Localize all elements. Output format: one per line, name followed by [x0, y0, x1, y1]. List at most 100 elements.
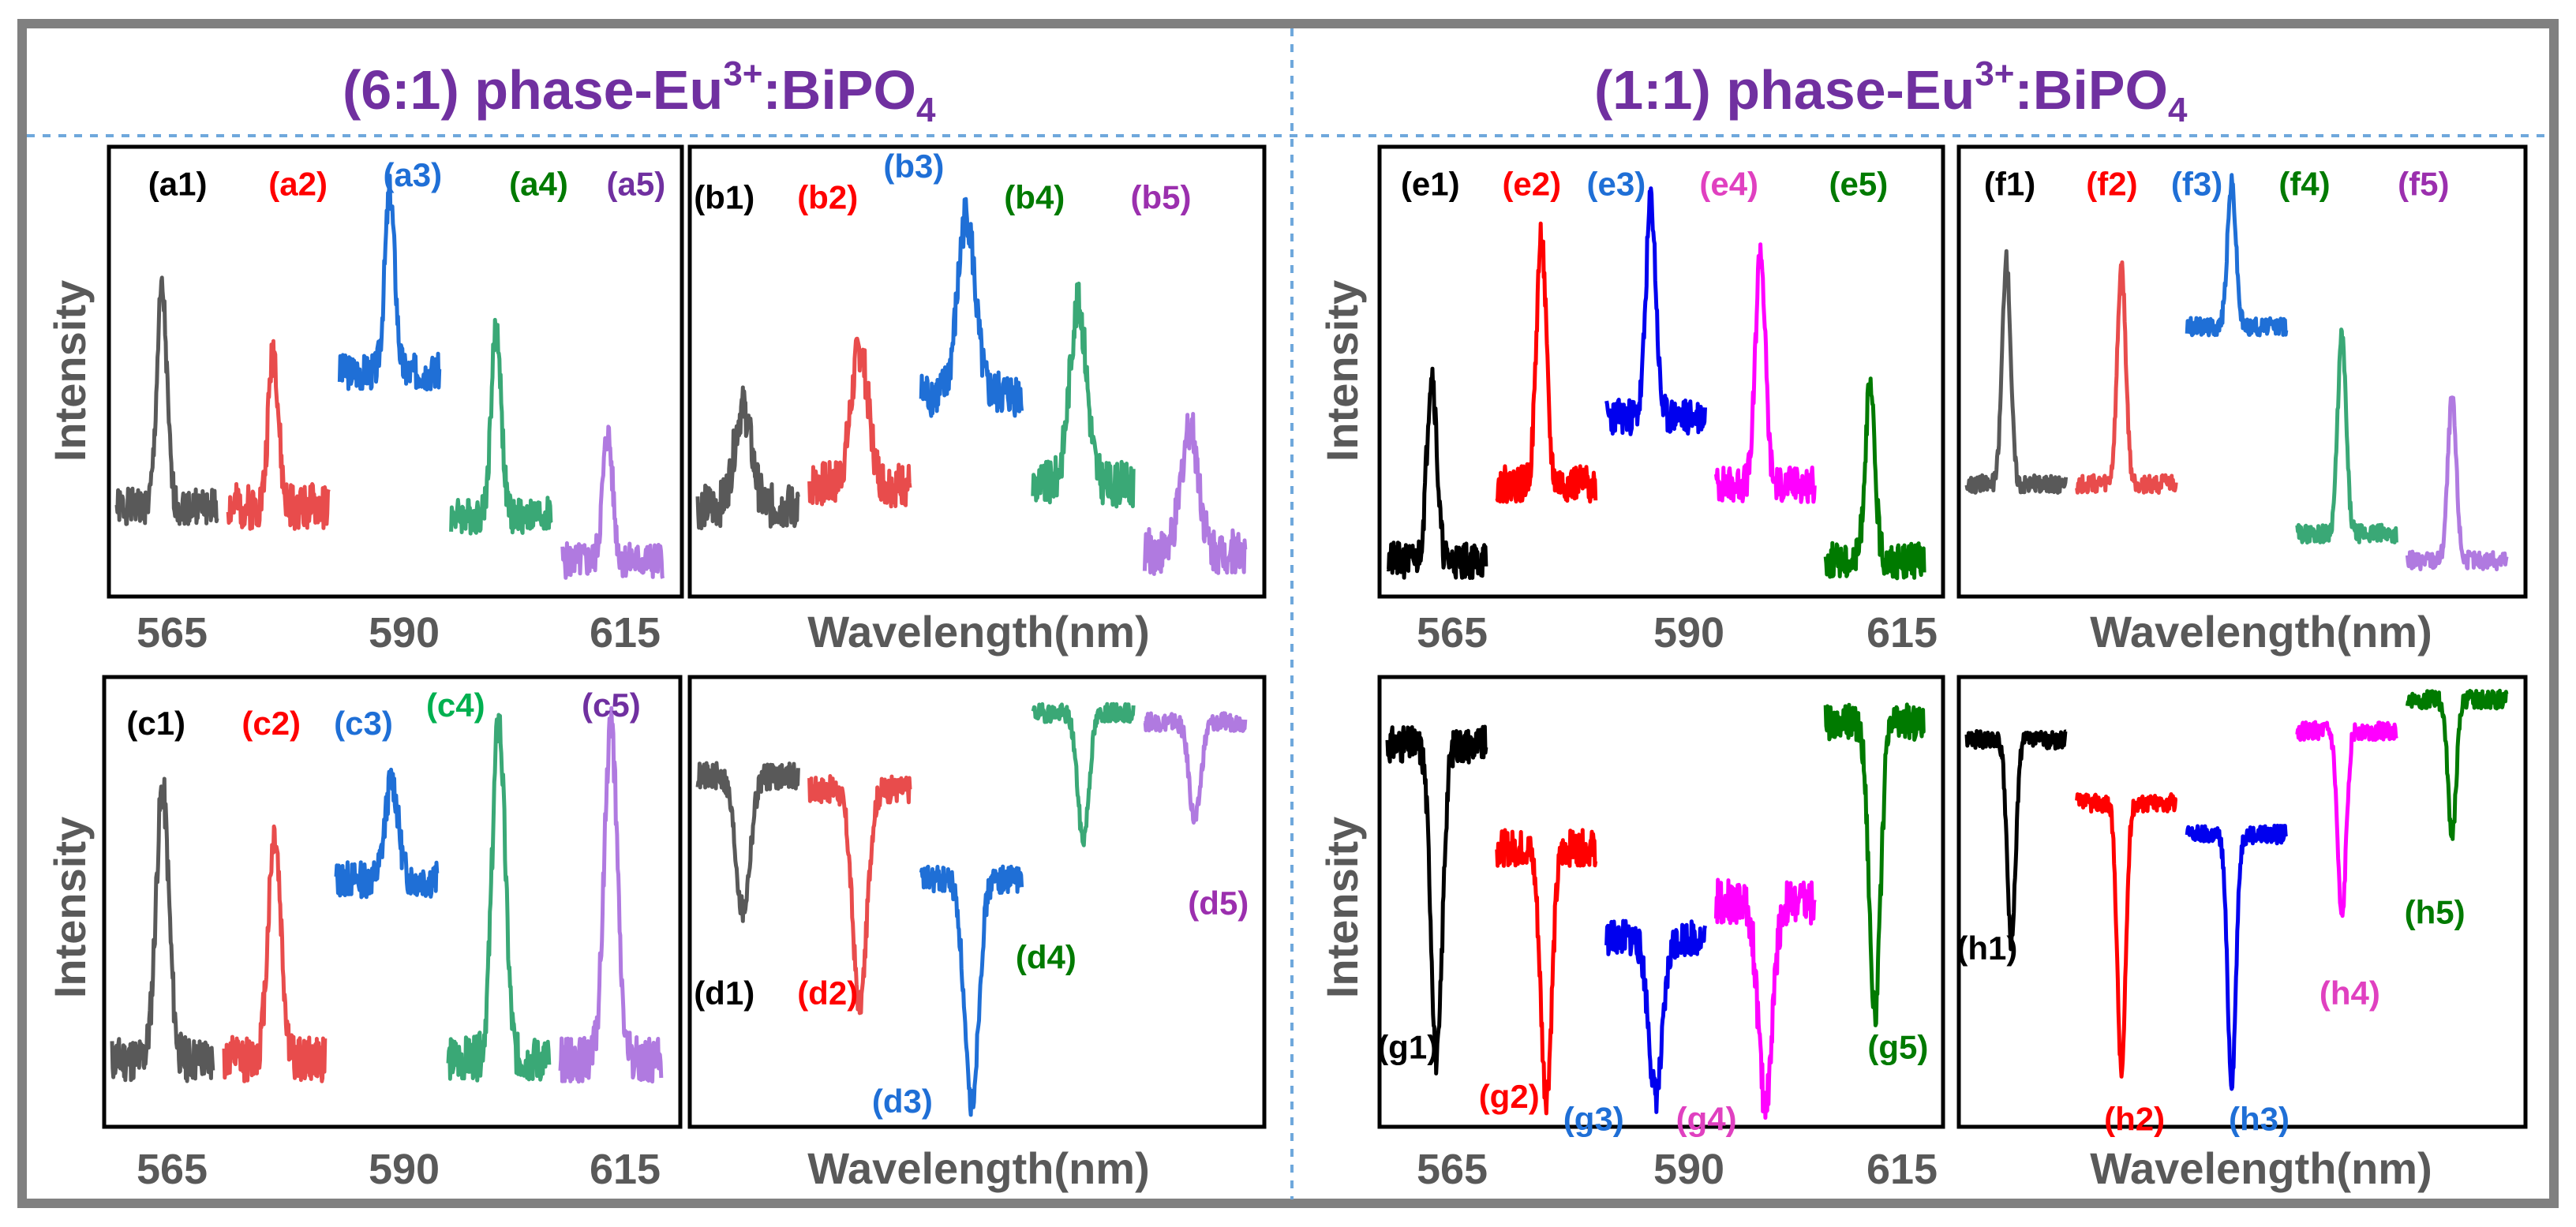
series-line-h4 [2295, 720, 2398, 918]
series-line-e2 [1495, 221, 1598, 504]
series-line-c2 [222, 824, 328, 1083]
series-line-f1 [1964, 249, 2069, 495]
series-line-a5 [560, 425, 665, 580]
series-line-e1 [1386, 366, 1488, 580]
series-line-a2 [226, 339, 331, 531]
series-label-h5: (h5) [2405, 893, 2466, 930]
xtick-a-615: 615 [590, 609, 661, 657]
series-line-a1 [114, 275, 219, 526]
series-label-f3: (f3) [2171, 166, 2222, 203]
series-line-h5 [2405, 688, 2509, 841]
series-label-h2: (h2) [2104, 1101, 2165, 1138]
series-label-c2: (c2) [242, 705, 301, 742]
series-label-g3: (g3) [1563, 1101, 1624, 1138]
series-line-b4 [1031, 281, 1136, 509]
series-label-e4: (e4) [1699, 166, 1758, 203]
series-label-b3: (b3) [883, 148, 944, 185]
series-label-b2: (b2) [797, 179, 858, 216]
panel-h-frame [1956, 675, 2528, 1129]
series-line-g2 [1495, 828, 1598, 1116]
series-line-h1 [1964, 729, 2068, 952]
xtick-a-590: 590 [369, 609, 440, 657]
series-line-d5 [1143, 711, 1248, 825]
series-line-c4 [446, 713, 552, 1083]
xtick-g-590: 590 [1653, 1146, 1724, 1193]
xtick-g-565: 565 [1417, 1146, 1488, 1193]
series-line-f3 [2185, 173, 2289, 338]
series-label-h4: (h4) [2320, 974, 2380, 1012]
series-line-h2 [2075, 792, 2178, 1079]
series-label-f2: (f2) [2086, 166, 2137, 203]
panel-a-frame [107, 144, 684, 599]
xlabel-b: Wavelength(nm) [807, 607, 1149, 657]
series-label-b1: (b1) [694, 179, 754, 216]
series-line-g5 [1823, 702, 1926, 1027]
series-label-g1: (g1) [1377, 1028, 1438, 1065]
series-label-d4: (d4) [1016, 938, 1076, 975]
series-line-e5 [1823, 376, 1926, 581]
series-line-d2 [807, 774, 912, 1016]
series-label-g4: (g4) [1676, 1101, 1737, 1138]
series-line-g3 [1604, 918, 1707, 1114]
series-line-f5 [2405, 395, 2509, 571]
xlabel-d: Wavelength(nm) [807, 1143, 1149, 1193]
series-label-f1: (f1) [1984, 166, 2035, 203]
series-line-b2 [807, 336, 912, 509]
series-label-e3: (e3) [1587, 166, 1646, 203]
series-label-d1: (d1) [694, 974, 754, 1012]
series-label-e5: (e5) [1829, 166, 1889, 203]
series-label-e2: (e2) [1502, 166, 1561, 203]
xtick-g-615: 615 [1866, 1146, 1938, 1193]
series-line-d4 [1031, 701, 1136, 847]
panels: (a1) (a2) (a3) (a4) (a5) (b1) (b2) (b3) (b4) (b5)… [102, 144, 2528, 1138]
series-line-e3 [1604, 186, 1707, 436]
series-label-c1: (c1) [126, 705, 185, 742]
series-line-c3 [334, 767, 440, 900]
series-line-d1 [695, 761, 800, 923]
xtick-c-565: 565 [137, 1146, 208, 1193]
xtick-a-565: 565 [137, 609, 208, 657]
series-label-a4: (a4) [509, 166, 568, 203]
series-label-a1: (a1) [148, 166, 208, 203]
series-line-b3 [919, 196, 1024, 418]
xtick-e-615: 615 [1866, 609, 1938, 657]
series-line-a4 [449, 317, 553, 536]
series-label-b5: (b5) [1131, 179, 1192, 216]
xtick-c-590: 590 [369, 1146, 440, 1193]
series-label-f5: (f5) [2398, 166, 2449, 203]
series-line-f2 [2075, 260, 2178, 496]
series-label-c4: (c4) [426, 686, 485, 724]
ylabel-bottom-left: Intensity [45, 817, 95, 998]
series-label-a3: (a3) [383, 156, 442, 193]
title-left: (6:1) phase-Eu3+:BiPO4 [343, 54, 936, 129]
series-line-c1 [110, 776, 215, 1083]
series-label-a5: (a5) [607, 166, 666, 203]
series-label-h1: (h1) [1956, 930, 2017, 967]
series-label-e1: (e1) [1401, 166, 1460, 203]
series-line-f4 [2295, 327, 2398, 545]
series-line-c5 [558, 705, 664, 1084]
series-line-b1 [695, 385, 800, 530]
series-label-a2: (a2) [268, 166, 328, 203]
series-label-c3: (c3) [334, 705, 393, 742]
xtick-c-615: 615 [590, 1146, 661, 1193]
xtick-e-590: 590 [1653, 609, 1724, 657]
series-label-d3: (d3) [872, 1083, 933, 1120]
series-line-b5 [1142, 412, 1248, 576]
outer-frame [17, 19, 2559, 1208]
series-label-g5: (g5) [1867, 1028, 1928, 1065]
series-line-h3 [2185, 823, 2289, 1091]
series-line-g4 [1713, 877, 1817, 1120]
series-label-c5: (c5) [582, 686, 641, 724]
series-label-g2: (g2) [1479, 1078, 1540, 1115]
series-label-d2: (d2) [797, 974, 858, 1012]
ylabel-bottom-right: Intensity [1317, 817, 1367, 998]
series-label-f4: (f4) [2278, 166, 2330, 203]
xlabel-f: Wavelength(nm) [2090, 607, 2432, 657]
series-line-a3 [337, 174, 442, 392]
series-line-g1 [1385, 724, 1488, 1075]
series-label-d5: (d5) [1188, 885, 1249, 922]
ylabel-top-left: Intensity [45, 280, 95, 462]
